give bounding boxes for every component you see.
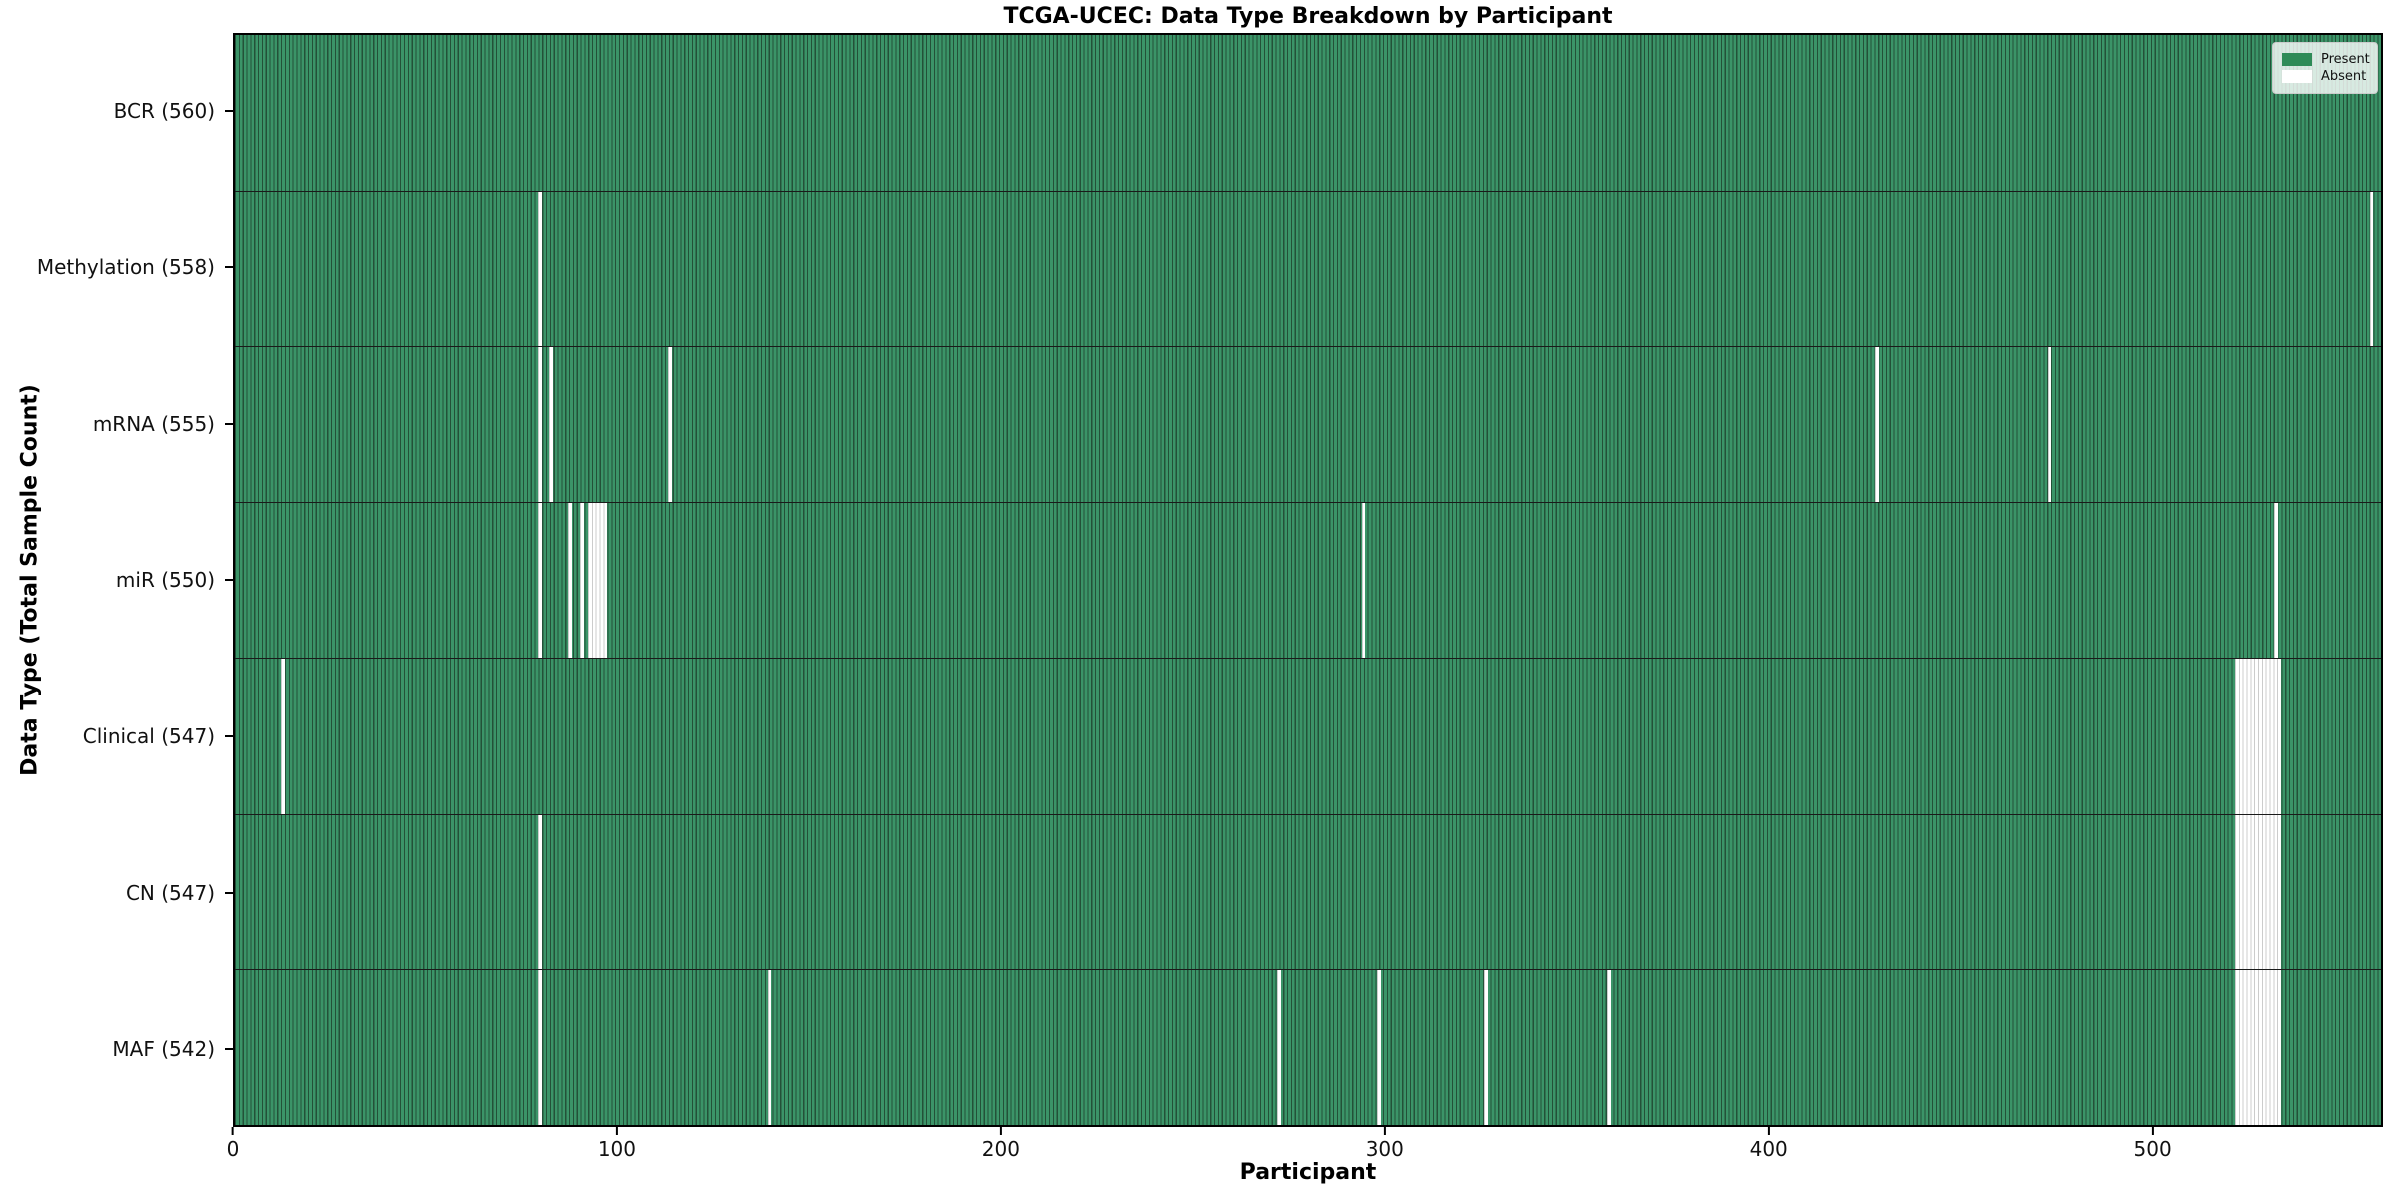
- x-tick-100: 100: [598, 1127, 636, 1161]
- y-tick-mark: [225, 266, 233, 269]
- x-tick-mark: [231, 1127, 234, 1135]
- x-tick-label: 300: [1365, 1137, 1404, 1161]
- absent-gap: [1484, 970, 1489, 1125]
- legend-label-present: Present: [2321, 52, 2370, 67]
- x-tick-label: 0: [226, 1137, 240, 1161]
- legend-item-absent: Absent: [2282, 69, 2368, 84]
- absent-gap: [537, 503, 542, 658]
- row-mrna: [235, 346, 2381, 503]
- legend-item-present: Present: [2282, 52, 2370, 67]
- absent-gap: [2235, 970, 2282, 1125]
- absent-gap: [1376, 970, 1381, 1125]
- absent-gap: [2235, 658, 2282, 814]
- y-tick-label-mrna: mRNA (555): [92, 411, 215, 436]
- x-tick-mark: [615, 1127, 618, 1135]
- absent-gap: [668, 347, 672, 503]
- absent-gap: [2235, 814, 2282, 970]
- absent-gap: [1875, 347, 1879, 503]
- absent-gap: [2369, 191, 2374, 347]
- y-tick-mark: [225, 422, 233, 425]
- x-tick-400: 400: [1750, 1127, 1788, 1161]
- present-swatch-icon: [2282, 53, 2312, 66]
- x-axis-label: Participant: [1239, 1160, 1377, 1185]
- y-axis: BCR (560) Methylation (558) mRNA (555) miR …: [0, 33, 233, 1127]
- absent-gap: [280, 658, 285, 814]
- absent-gap: [579, 503, 584, 658]
- x-tick-300: 300: [1366, 1127, 1404, 1161]
- absent-gap: [2273, 503, 2278, 658]
- y-tick-mark: [225, 1047, 233, 1050]
- absent-gap: [537, 814, 542, 970]
- x-axis: 0 100 200 300 400 500: [227, 1127, 2383, 1161]
- y-tick-mark: [225, 110, 233, 113]
- y-tick-label-methylation: Methylation (558): [36, 255, 215, 280]
- x-tick-label: 200: [981, 1137, 1020, 1161]
- row-methylation: [235, 190, 2381, 347]
- absent-gap: [587, 503, 607, 658]
- x-tick-label: 400: [1749, 1137, 1788, 1161]
- x-tick-label: 500: [2133, 1137, 2172, 1161]
- x-tick-200: 200: [982, 1127, 1020, 1161]
- chart-title: TCGA-UCEC: Data Type Breakdown by Partic…: [1003, 4, 1613, 29]
- x-tick-mark: [999, 1127, 1002, 1135]
- x-tick-mark: [1767, 1127, 1770, 1135]
- legend: Present Absent: [2272, 42, 2378, 94]
- absent-gap: [568, 503, 573, 658]
- row-maf: [235, 969, 2381, 1125]
- y-tick-mark: [225, 891, 233, 894]
- y-tick-mark: [225, 735, 233, 738]
- absent-gap: [537, 347, 542, 503]
- y-tick-label-maf: MAF (542): [112, 1036, 215, 1061]
- y-tick-mark: [225, 579, 233, 581]
- x-tick-0: 0: [226, 1127, 240, 1161]
- y-tick-label-mir: miR (550): [115, 568, 215, 592]
- absent-gap: [1361, 503, 1366, 658]
- y-tick-label-clinical: Clinical (547): [82, 724, 215, 749]
- y-tick-label-bcr: BCR (560): [113, 99, 215, 124]
- x-tick-label: 100: [597, 1137, 637, 1161]
- absent-gap: [537, 970, 542, 1125]
- row-cn: [235, 813, 2381, 970]
- absent-gap: [2047, 347, 2052, 503]
- row-clinical: [235, 657, 2381, 814]
- plot-area: [233, 33, 2383, 1127]
- row-bcr: [235, 35, 2381, 191]
- row-mir: [235, 502, 2381, 658]
- absent-gap: [1277, 970, 1282, 1125]
- x-tick-500: 500: [2134, 1127, 2172, 1161]
- y-tick-label-cn: CN (547): [125, 880, 215, 905]
- absent-swatch-icon: [2282, 70, 2312, 83]
- absent-gap: [1606, 970, 1611, 1125]
- absent-gap: [767, 970, 772, 1125]
- absent-gap: [537, 191, 542, 347]
- x-tick-mark: [2151, 1127, 2154, 1135]
- legend-label-absent: Absent: [2321, 69, 2367, 84]
- absent-gap: [549, 347, 554, 503]
- x-tick-mark: [1383, 1127, 1386, 1135]
